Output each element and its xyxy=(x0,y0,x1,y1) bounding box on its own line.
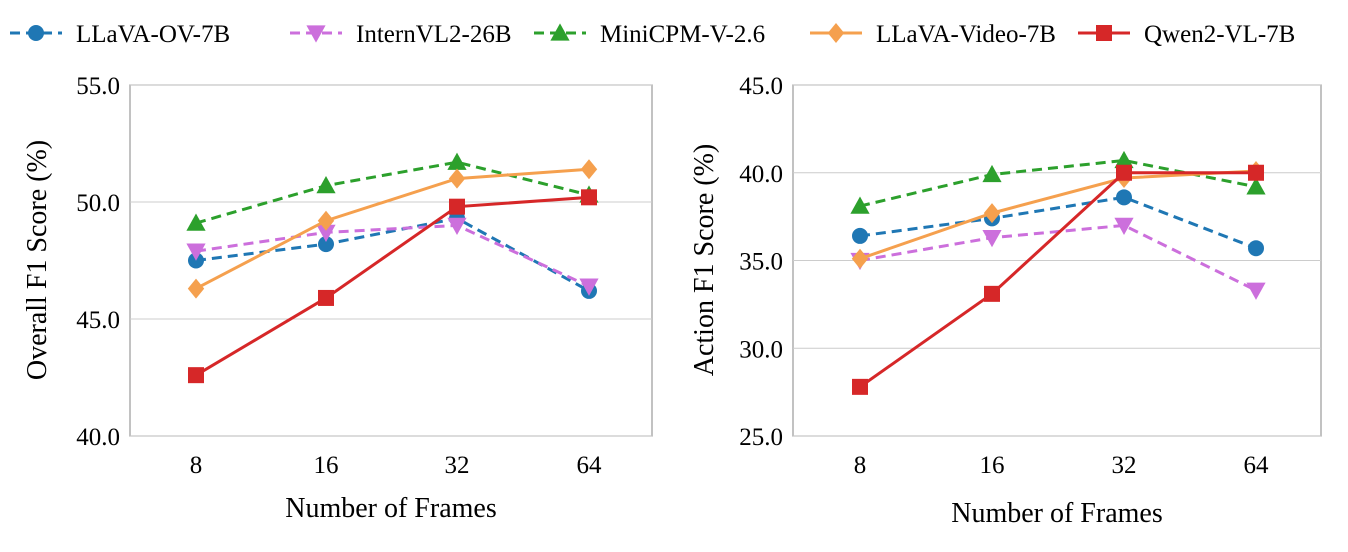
data-point xyxy=(318,289,334,306)
legend-item-internvl2-26b: InternVL2-26B xyxy=(290,21,512,48)
series-line xyxy=(859,171,1256,389)
data-point xyxy=(447,152,467,170)
legend-item-minicpm-v-2-6: MiniCPM-V-2.6 xyxy=(534,21,765,48)
series-internvl2-26b xyxy=(186,217,599,296)
legend-marker xyxy=(827,23,845,43)
series-llava-ov-7b xyxy=(188,210,597,299)
x-tick-label: 8 xyxy=(190,452,203,479)
data-point xyxy=(186,243,206,261)
y-axis-title: Action F1 Score (%) xyxy=(689,144,720,377)
data-point xyxy=(852,378,868,395)
data-point xyxy=(1114,150,1134,169)
data-point xyxy=(186,213,206,231)
series-line xyxy=(195,216,590,293)
x-tick-label: 64 xyxy=(577,452,603,479)
x-tick-label: 32 xyxy=(445,452,470,479)
plot-frame xyxy=(129,84,653,437)
y-tick-label: 40.0 xyxy=(739,161,783,188)
legend-marker xyxy=(550,23,570,41)
data-point xyxy=(850,196,870,214)
series-line xyxy=(195,223,590,288)
data-point xyxy=(1248,240,1264,257)
data-point xyxy=(851,248,869,269)
x-tick-label: 16 xyxy=(314,452,339,479)
y-tick-label: 40.0 xyxy=(76,424,120,451)
series-line xyxy=(859,169,1257,261)
x-tick-label: 16 xyxy=(980,452,1005,479)
data-point xyxy=(318,236,334,253)
y-tick-label: 45.0 xyxy=(76,307,120,334)
data-point xyxy=(982,230,1002,248)
series-line xyxy=(859,158,1257,208)
data-point xyxy=(984,285,1000,302)
legend-label: LLaVA-OV-7B xyxy=(76,21,230,48)
data-point xyxy=(188,367,204,384)
series-llava-video-7b xyxy=(187,159,598,299)
legend-label: MiniCPM-V-2.6 xyxy=(600,21,765,48)
data-point xyxy=(447,217,467,235)
x-axis-title: Number of Frames xyxy=(951,498,1163,529)
legend-marker xyxy=(1096,25,1112,41)
data-point xyxy=(316,176,336,194)
series-minicpm-v-2-6 xyxy=(850,150,1266,214)
series-llava-ov-7b xyxy=(852,189,1264,257)
data-point xyxy=(581,189,597,206)
x-axis-title: Number of Frames xyxy=(285,493,497,524)
data-point xyxy=(1116,164,1132,181)
y-tick-label: 25.0 xyxy=(739,424,783,451)
legend-item-qwen2-vl-7b: Qwen2-VL-7B xyxy=(1078,21,1295,48)
chart-overall-f1: 8 16 32 64 40.0 45.0 50.0 55.0 Number of Frame… xyxy=(22,73,653,524)
data-point xyxy=(317,210,335,231)
data-point xyxy=(187,278,205,299)
series-line xyxy=(195,195,590,377)
legend-item-llava-video-7b: LLaVA-Video-7B xyxy=(810,21,1056,48)
data-point xyxy=(579,278,599,296)
data-point xyxy=(449,198,465,215)
series-qwen2-vl-7b xyxy=(188,189,597,384)
series-line xyxy=(859,195,1257,250)
y-tick-label: 50.0 xyxy=(76,190,120,217)
data-point xyxy=(1246,177,1266,195)
data-point xyxy=(1114,217,1134,235)
legend-label: Qwen2-VL-7B xyxy=(1144,21,1295,48)
data-point xyxy=(1246,282,1266,300)
data-point xyxy=(983,203,1001,224)
series-line xyxy=(195,167,590,290)
legend-marker xyxy=(306,25,326,43)
x-tick-label: 32 xyxy=(1112,452,1137,479)
data-point xyxy=(982,164,1002,183)
data-point xyxy=(580,159,598,180)
legend: LLaVA-OV-7B InternVL2-26B MiniCPM-V-2.6 LLa… xyxy=(10,21,1295,48)
y-tick-label: 30.0 xyxy=(739,336,783,363)
data-point xyxy=(1116,189,1132,206)
data-point xyxy=(316,224,336,243)
y-tick-label: 35.0 xyxy=(739,249,783,276)
x-tick-label: 64 xyxy=(1244,452,1270,479)
legend-marker xyxy=(28,25,44,41)
legend-label: InternVL2-26B xyxy=(356,21,512,48)
y-axis-title: Overall F1 Score (%) xyxy=(22,140,53,380)
data-point xyxy=(1248,164,1264,181)
legend-item-llava-ov-7b: LLaVA-OV-7B xyxy=(10,21,230,48)
legend-label: LLaVA-Video-7B xyxy=(876,21,1056,48)
y-tick-label: 45.0 xyxy=(739,73,783,100)
series-line xyxy=(195,160,590,225)
chart-action-f1: 8 16 32 64 25.0 30.0 35.0 40.0 45.0 Number of F… xyxy=(689,73,1322,529)
x-tick-label: 8 xyxy=(854,452,867,479)
series-minicpm-v-2-6 xyxy=(186,152,599,231)
y-tick-label: 55.0 xyxy=(76,73,120,100)
series-qwen2-vl-7b xyxy=(852,164,1264,395)
data-point xyxy=(448,168,466,189)
data-point xyxy=(852,227,868,244)
